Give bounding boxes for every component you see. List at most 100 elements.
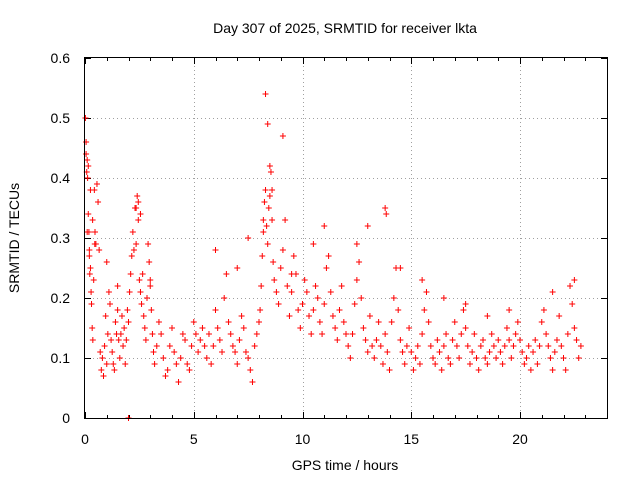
data-point (288, 271, 295, 277)
data-point (519, 349, 526, 355)
data-point (473, 355, 480, 361)
data-point (85, 211, 92, 217)
data-point (153, 343, 160, 349)
data-point (118, 313, 125, 319)
data-point (83, 139, 90, 145)
data-point (430, 355, 436, 361)
data-point (271, 277, 278, 283)
data-point (521, 361, 528, 367)
data-point (423, 289, 430, 295)
data-point (427, 343, 434, 349)
data-point (155, 319, 162, 325)
data-point (532, 337, 539, 343)
data-point (384, 349, 391, 355)
data-point (438, 367, 445, 373)
x-tick-label: 10 (295, 431, 311, 447)
data-point (89, 325, 96, 331)
data-point (227, 331, 234, 337)
data-point (421, 307, 428, 313)
data-point (225, 319, 232, 325)
data-point (149, 331, 156, 337)
data-point (308, 331, 315, 337)
data-point (216, 337, 223, 343)
data-point (86, 271, 93, 277)
data-point (173, 361, 180, 367)
data-point (101, 343, 108, 349)
data-point (143, 295, 150, 301)
x-tick-label: 20 (512, 431, 528, 447)
data-point (490, 343, 497, 349)
data-point (261, 199, 268, 205)
data-point (90, 277, 97, 283)
data-point (111, 367, 118, 373)
data-point (351, 301, 358, 307)
y-tick-label: 0.3 (51, 230, 71, 246)
data-point (275, 301, 282, 307)
data-point (451, 319, 458, 325)
data-point (138, 301, 145, 307)
data-point (249, 379, 256, 385)
data-point (527, 367, 534, 373)
data-point (464, 343, 471, 349)
data-point (510, 343, 517, 349)
data-point (84, 157, 91, 163)
data-point (514, 319, 521, 325)
data-point (460, 307, 467, 313)
x-tick-label: 0 (81, 431, 89, 447)
data-point (362, 337, 369, 343)
data-point (469, 349, 476, 355)
data-point (133, 205, 140, 211)
data-point (358, 295, 365, 301)
data-point (105, 289, 112, 295)
data-point (484, 361, 491, 367)
data-point (334, 337, 341, 343)
data-point (104, 331, 111, 337)
data-point (306, 313, 313, 319)
data-point (88, 301, 95, 307)
data-point (332, 325, 339, 331)
data-point (549, 367, 556, 373)
data-point (210, 343, 217, 349)
y-tick-label: 0.1 (51, 350, 71, 366)
data-point (425, 319, 432, 325)
data-point (288, 289, 295, 295)
data-point (258, 283, 265, 289)
data-point (319, 331, 326, 337)
data-series (82, 91, 584, 421)
data-point (135, 217, 142, 223)
data-point (401, 361, 408, 367)
data-point (195, 349, 202, 355)
data-point (299, 301, 306, 307)
plot-frame (84, 57, 608, 419)
data-point (148, 307, 155, 313)
data-point (321, 301, 328, 307)
data-point (386, 367, 393, 373)
data-point (286, 313, 293, 319)
data-point (164, 367, 171, 373)
data-point (84, 175, 91, 181)
data-point (449, 337, 456, 343)
data-point (397, 337, 404, 343)
data-point (125, 319, 132, 325)
data-point (219, 349, 226, 355)
data-point (295, 307, 302, 313)
data-point (234, 361, 241, 367)
data-point (87, 265, 94, 271)
data-point (95, 199, 102, 205)
data-point (199, 325, 206, 331)
chart-title: Day 307 of 2025, SRMTID for receiver lkt… (213, 20, 477, 36)
data-point (82, 115, 89, 121)
data-point (130, 247, 137, 253)
data-point (571, 277, 578, 283)
data-point (265, 205, 272, 211)
data-point (133, 241, 140, 247)
data-point (266, 193, 273, 199)
data-point (197, 337, 204, 343)
data-point (212, 307, 219, 313)
data-point (190, 319, 197, 325)
data-point (98, 367, 105, 373)
data-point (310, 307, 317, 313)
data-point (123, 337, 130, 343)
data-point (499, 361, 506, 367)
